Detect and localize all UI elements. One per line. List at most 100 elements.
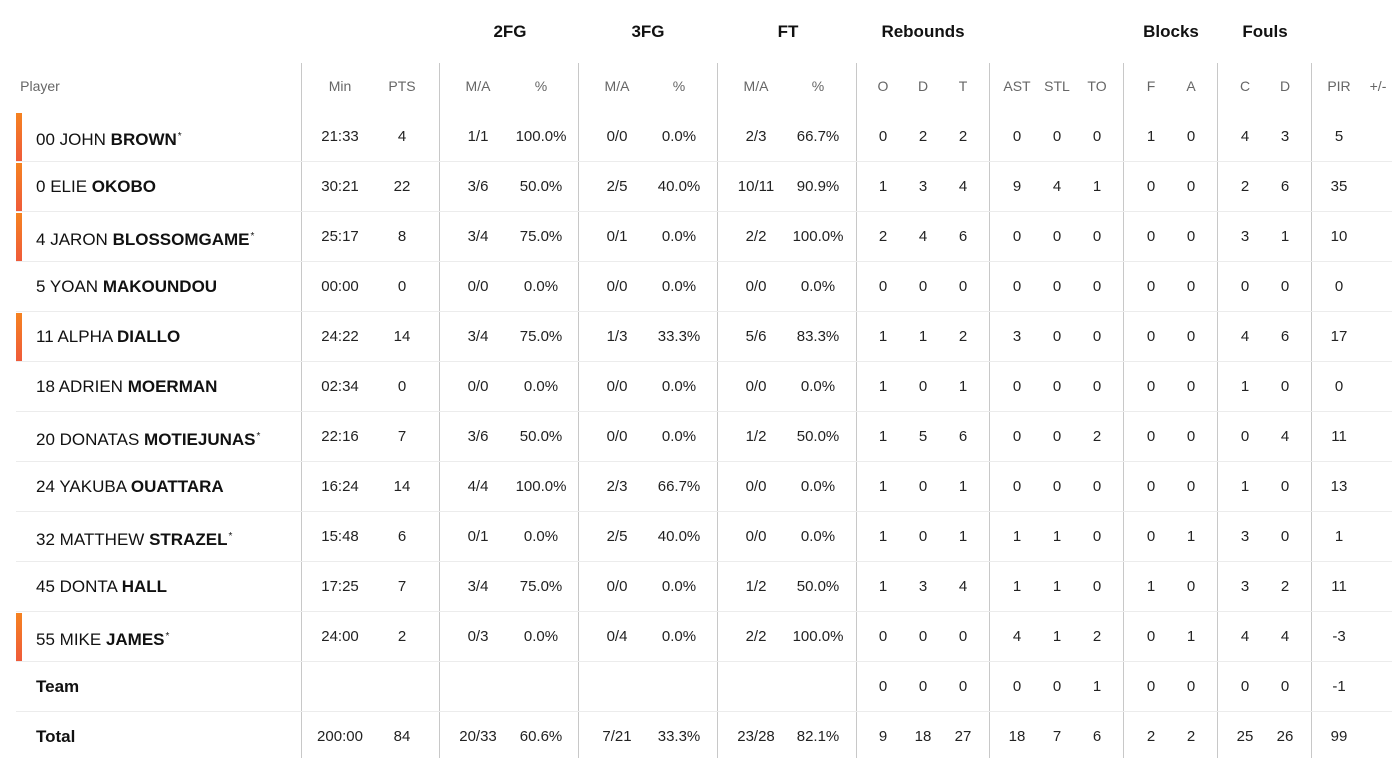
col-reb-t[interactable]: T (958, 78, 968, 94)
table-row[interactable]: 24 YAKUBA OUATTARA 16:24 14 4/4 100.0% 2/3 66.… (16, 462, 1392, 512)
col-ft-ma[interactable]: M/A (743, 78, 769, 94)
on-court-indicator (16, 613, 22, 661)
cell-ft-pct: 100.0% (792, 628, 844, 645)
cell-ft-pct: 100.0% (792, 228, 844, 245)
cell-fg2-pct: 100.0% (515, 128, 567, 145)
table-row[interactable]: 20 DONATAS MOTIEJUNAS* 22:16 7 3/6 50.0% 0/0 0… (16, 412, 1392, 462)
cell-reb-d: 3 (918, 178, 928, 195)
col-ast[interactable]: AST (1003, 78, 1031, 94)
cell-blk-a: 0 (1186, 328, 1196, 345)
cell-foul-d: 2 (1280, 578, 1290, 595)
col-foul-d[interactable]: D (1279, 78, 1291, 94)
col-ft-pct[interactable]: % (811, 78, 825, 94)
cell-pts: 14 (393, 328, 411, 345)
team-row: Team 0 0 0 0 0 1 0 0 0 0 -1 (16, 662, 1392, 712)
cell-to: 0 (1092, 578, 1102, 595)
player-name[interactable]: 24 YAKUBA OUATTARA (36, 462, 224, 512)
cell-ft-ma: 0/0 (745, 478, 767, 495)
player-first-name: ADRIEN (58, 377, 123, 396)
cell-ft-ma: 5/6 (745, 328, 767, 345)
cell-fg3-pct: 0.0% (661, 428, 697, 445)
table-row[interactable]: 18 ADRIEN MOERMAN 02:34 0 0/0 0.0% 0/0 0.0% 0/0… (16, 362, 1392, 412)
col-3fg-pct[interactable]: % (672, 78, 686, 94)
col-reb-o[interactable]: O (877, 78, 889, 94)
cell-reb-d: 1 (918, 328, 928, 345)
player-name[interactable]: 11 ALPHA DIALLO (36, 312, 180, 362)
col-reb-d[interactable]: D (917, 78, 929, 94)
player-name[interactable]: 32 MATTHEW STRAZEL* (36, 512, 232, 562)
player-first-name: ALPHA (57, 327, 113, 346)
cell-reb-d: 4 (918, 228, 928, 245)
cell-reb-d: 5 (918, 428, 928, 445)
player-name[interactable]: 0 ELIE OKOBO (36, 162, 156, 212)
table-row[interactable]: 0 ELIE OKOBO 30:21 22 3/6 50.0% 2/5 40.0% 10/11… (16, 162, 1392, 212)
cell-stl: 4 (1052, 178, 1062, 195)
cell-reb-t: 4 (958, 578, 968, 595)
col-player[interactable]: Player (20, 78, 60, 94)
player-name[interactable]: 20 DONATAS MOTIEJUNAS* (36, 412, 260, 462)
cell-reb-o: 1 (878, 528, 888, 545)
cell-fg3-ma: 0/1 (606, 228, 628, 245)
cell-ast: 9 (1012, 178, 1022, 195)
cell-reb-o: 0 (878, 128, 888, 145)
cell-stl: 0 (1052, 328, 1062, 345)
cell-min: 15:48 (321, 528, 359, 545)
col-pir[interactable]: PIR (1327, 78, 1351, 94)
player-name[interactable]: 4 JARON BLOSSOMGAME* (36, 212, 254, 262)
col-to[interactable]: TO (1087, 78, 1107, 94)
col-stl[interactable]: STL (1044, 78, 1070, 94)
cell-reb-t: 27 (954, 728, 972, 745)
cell-to: 1 (1092, 678, 1102, 695)
cell-foul-d: 4 (1280, 428, 1290, 445)
cell-ast: 1 (1012, 578, 1022, 595)
starter-marker: * (250, 231, 255, 242)
col-blk-a[interactable]: A (1186, 78, 1196, 94)
col-plus-minus[interactable]: +/- (1369, 78, 1387, 94)
cell-blk-f: 1 (1146, 578, 1156, 595)
cell-pir: 1 (1334, 528, 1344, 545)
total-row: Total 200:00 84 20/33 60.6% 7/21 33.3% 23/28 82.… (16, 712, 1392, 762)
col-blk-f[interactable]: F (1146, 78, 1156, 94)
col-2fg-pct[interactable]: % (534, 78, 548, 94)
table-row[interactable]: 00 JOHN BROWN* 21:33 4 1/1 100.0% 0/0 0.0% 2/3 6… (16, 112, 1392, 162)
cell-pir: -1 (1332, 678, 1346, 695)
cell-pts: 2 (397, 628, 407, 645)
col-foul-c[interactable]: C (1239, 78, 1251, 94)
col-2fg-ma[interactable]: M/A (465, 78, 491, 94)
table-row[interactable]: 32 MATTHEW STRAZEL* 15:48 6 0/1 0.0% 2/5 40.0%… (16, 512, 1392, 562)
cell-min: 24:22 (321, 328, 359, 345)
table-row[interactable]: 55 MIKE JAMES* 24:00 2 0/3 0.0% 0/4 0.0% 2/2 100… (16, 612, 1392, 662)
player-last-name: MOERMAN (127, 377, 218, 396)
cell-fg2-pct: 0.0% (523, 528, 559, 545)
cell-to: 0 (1092, 478, 1102, 495)
player-first-name: YOAN (49, 277, 99, 296)
cell-blk-a: 0 (1186, 428, 1196, 445)
cell-blk-a: 0 (1186, 228, 1196, 245)
player-name[interactable]: 45 DONTA HALL (36, 562, 167, 612)
cell-to: 0 (1092, 328, 1102, 345)
table-row[interactable]: 4 JARON BLOSSOMGAME* 25:17 8 3/4 75.0% 0/1 0.0… (16, 212, 1392, 262)
player-name[interactable]: 18 ADRIEN MOERMAN (36, 362, 217, 412)
cell-ast: 1 (1012, 528, 1022, 545)
table-row[interactable]: 45 DONTA HALL 17:25 7 3/4 75.0% 0/0 0.0% 1/2 50.… (16, 562, 1392, 612)
col-min[interactable]: Min (328, 78, 352, 94)
column-divider (439, 63, 440, 758)
table-row[interactable]: 11 ALPHA DIALLO 24:22 14 3/4 75.0% 1/3 33.3% 5/… (16, 312, 1392, 362)
col-pts[interactable]: PTS (388, 78, 416, 94)
cell-fg3-ma: 1/3 (606, 328, 628, 345)
cell-reb-d: 0 (918, 278, 928, 295)
table-row[interactable]: 5 YOAN MAKOUNDOU 00:00 0 0/0 0.0% 0/0 0.0% 0/0 0… (16, 262, 1392, 312)
cell-fg3-pct: 40.0% (657, 178, 701, 195)
cell-fg2-pct: 75.0% (519, 328, 563, 345)
player-name[interactable]: 5 YOAN MAKOUNDOU (36, 262, 217, 312)
player-name[interactable]: 00 JOHN BROWN* (36, 112, 182, 162)
cell-foul-d: 26 (1276, 728, 1294, 745)
player-number: 00 (36, 130, 55, 149)
cell-reb-o: 1 (878, 428, 888, 445)
row-separator (16, 411, 1392, 412)
row-separator (16, 211, 1392, 212)
col-3fg-ma[interactable]: M/A (604, 78, 630, 94)
cell-stl: 0 (1052, 228, 1062, 245)
cell-ft-ma: 23/28 (737, 728, 775, 745)
player-name[interactable]: 55 MIKE JAMES* (36, 612, 169, 662)
